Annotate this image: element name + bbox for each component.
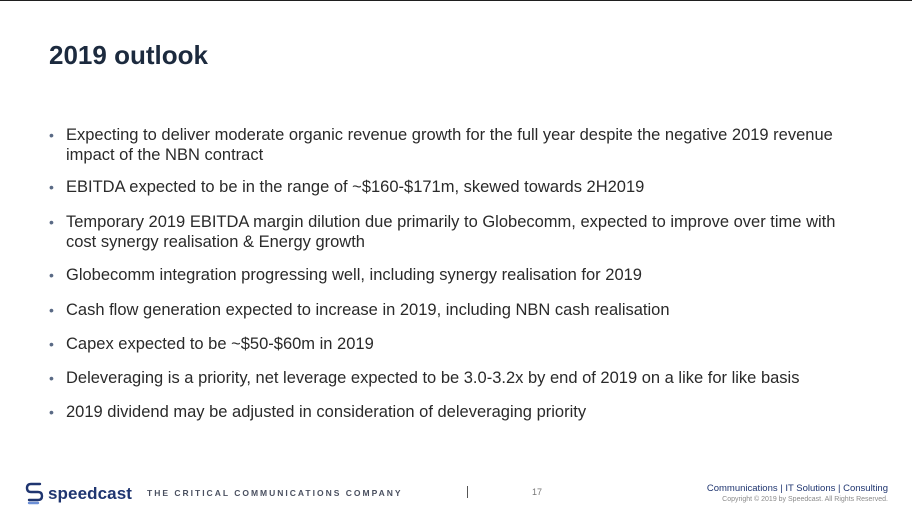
bullet-text: 2019 dividend may be adjusted in conside… bbox=[66, 403, 587, 421]
bullet-marker: • bbox=[49, 267, 54, 283]
speedcast-logo-icon bbox=[25, 482, 44, 505]
bullet-item: • Capex expected to be ~$50-$60m in 2019 bbox=[49, 335, 869, 355]
speedcast-logo: speedcast bbox=[25, 480, 132, 508]
bullet-text: Expecting to deliver moderate organic re… bbox=[66, 126, 833, 164]
bullet-item: • Globecomm integration progressing well… bbox=[49, 266, 869, 286]
page-number: 17 bbox=[532, 487, 543, 497]
logo-wordmark: speedcast bbox=[48, 484, 133, 503]
footer-services: Communications | IT Solutions | Consulti… bbox=[706, 483, 888, 494]
footer-divider bbox=[467, 486, 468, 498]
bullet-item: • Cash flow generation expected to incre… bbox=[49, 301, 869, 321]
slide-title: 2019 outlook bbox=[49, 40, 208, 70]
bullet-marker: • bbox=[49, 336, 54, 352]
top-rule bbox=[0, 0, 912, 1]
bullet-item: • Expecting to deliver moderate organic … bbox=[49, 126, 869, 165]
bullet-marker: • bbox=[49, 127, 54, 143]
bullet-text: Temporary 2019 EBITDA margin dilution du… bbox=[66, 213, 836, 251]
footer-copyright: Copyright © 2019 by Speedcast. All Right… bbox=[722, 496, 888, 503]
bullet-marker: • bbox=[49, 370, 54, 386]
bullet-text: Globecomm integration progressing well, … bbox=[66, 266, 642, 284]
bullet-item: • Temporary 2019 EBITDA margin dilution … bbox=[49, 213, 869, 252]
bullet-item: • 2019 dividend may be adjusted in consi… bbox=[49, 403, 869, 423]
bullet-text: EBITDA expected to be in the range of ~$… bbox=[66, 178, 645, 196]
bullet-text: Deleveraging is a priority, net leverage… bbox=[66, 369, 800, 387]
footer-tagline: THE CRITICAL COMMUNICATIONS COMPANY bbox=[147, 488, 403, 498]
bullet-text: Capex expected to be ~$50-$60m in 2019 bbox=[66, 335, 374, 353]
bullet-item: • Deleveraging is a priority, net levera… bbox=[49, 369, 869, 389]
bullet-marker: • bbox=[49, 302, 54, 318]
bullet-marker: • bbox=[49, 179, 54, 195]
bullet-marker: • bbox=[49, 214, 54, 230]
bullet-marker: • bbox=[49, 404, 54, 420]
bullet-text: Cash flow generation expected to increas… bbox=[66, 301, 670, 319]
footer-right: Communications | IT Solutions | Consulti… bbox=[707, 483, 888, 503]
bullet-item: • EBITDA expected to be in the range of … bbox=[49, 178, 869, 198]
